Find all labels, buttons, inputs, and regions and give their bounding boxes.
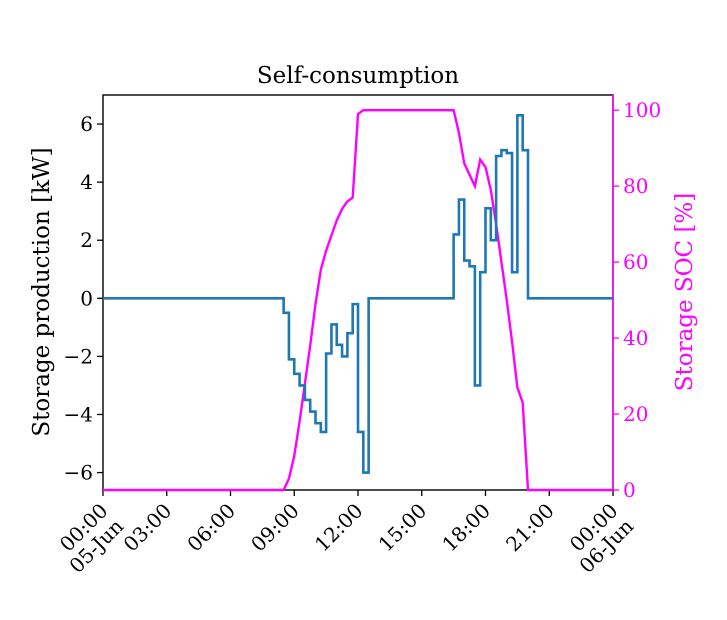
x-tick-label: 03:00 (119, 499, 177, 557)
y-tick-label: 2 (80, 228, 93, 252)
y-tick-label: 6 (80, 112, 93, 136)
production-series-line (103, 114, 613, 474)
y-tick-label: 0 (80, 286, 93, 310)
y-right-tick-label: 80 (623, 174, 648, 198)
y-axis-left: −6 −4 −2 0 2 4 6 (64, 112, 103, 485)
y-axis-right-label: Storage SOC [%] (672, 193, 698, 392)
soc-series-line (103, 108, 613, 492)
x-tick-label: 21:00 (501, 499, 559, 557)
y-axis-left-label: Storage production [kW] (29, 147, 55, 436)
x-tick-label: 00:0005-Jun (49, 498, 128, 577)
y-tick-label: −2 (64, 344, 93, 368)
x-tick-label: 00:0006-Jun (559, 498, 638, 577)
x-tick-label: 15:00 (374, 499, 432, 557)
chart-title: Self-consumption (257, 63, 459, 89)
y-right-tick-label: 60 (623, 250, 648, 274)
y-tick-label: −6 (64, 461, 93, 485)
y-right-tick-label: 20 (623, 402, 648, 426)
y-axis-right: 0 20 40 60 80 100 (612, 95, 661, 502)
x-tick-label: 12:00 (310, 499, 368, 557)
x-tick-label: 06:00 (182, 499, 240, 557)
y-tick-label: −4 (64, 402, 93, 426)
y-right-tick-label: 100 (623, 98, 661, 122)
y-right-tick-label: 0 (623, 478, 636, 502)
y-tick-label: 4 (80, 170, 93, 194)
x-tick-label: 18:00 (437, 499, 495, 557)
y-right-tick-label: 40 (623, 326, 648, 350)
x-tick-label: 09:00 (246, 499, 304, 557)
